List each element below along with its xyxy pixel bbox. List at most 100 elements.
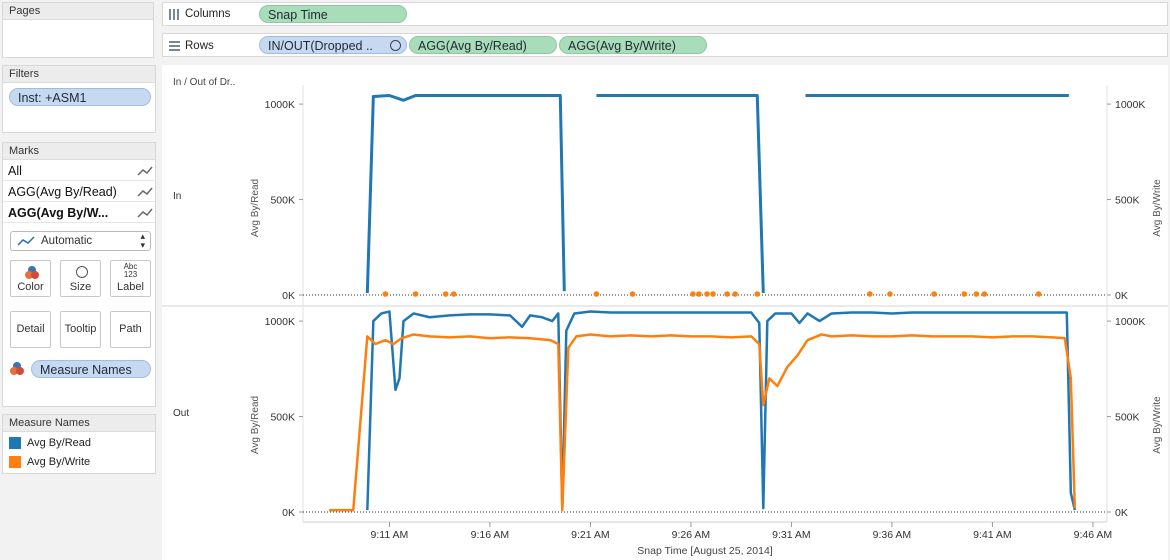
viz-canvas[interactable]: In / Out of Dr.. In Out Avg By/Read Avg … [162, 65, 1168, 560]
columns-pill-snap-time[interactable]: Snap Time [259, 5, 407, 23]
legend-item-avg-write[interactable]: Avg By/Write [9, 455, 90, 469]
path-button[interactable]: Path [110, 311, 151, 348]
data-point-avg-by-write [696, 291, 702, 297]
x-tick-label: 9:21 AM [571, 529, 610, 541]
data-point-avg-by-write [887, 291, 893, 297]
left-y-tick-label: 0K [282, 290, 295, 302]
x-tick-label: 9:46 AM [1074, 529, 1113, 541]
x-tick-label: 9:31 AM [772, 529, 811, 541]
left-y-tick-label: 0K [282, 507, 295, 519]
marks-row-avg-write[interactable]: AGG(Avg By/W... [3, 203, 157, 223]
data-point-avg-by-write [973, 291, 980, 297]
rows-shelf[interactable]: Rows IN/OUT(Dropped .. AGG(Avg By/Read) … [162, 33, 1168, 57]
legend-swatch-read [9, 437, 21, 450]
data-point-avg-by-write [931, 291, 937, 297]
data-point-avg-by-write [961, 291, 968, 297]
color-field-pill[interactable]: Measure Names [31, 360, 151, 378]
label-button-label: Label [117, 281, 144, 293]
label-button[interactable]: Abc 123 Label [110, 260, 151, 297]
data-point-avg-by-write [704, 291, 710, 297]
marks-panel[interactable]: Marks All AGG(Avg By/Read) AGG(Avg By/W.… [2, 142, 157, 407]
right-y-tick-label: 0K [1115, 507, 1128, 519]
data-point-avg-by-write [1035, 291, 1042, 297]
color-button[interactable]: Color [10, 260, 51, 297]
line-mark-icon [137, 208, 153, 218]
mark-type-value: Automatic [41, 235, 93, 247]
data-point-avg-by-write [732, 291, 738, 297]
pages-title: Pages [3, 3, 153, 20]
legend-swatch-write [9, 456, 21, 469]
dropdown-arrows-icon: ▴ ▾ [140, 231, 145, 250]
left-y-tick-label: 500K [270, 195, 295, 207]
line-mark-icon [137, 187, 153, 197]
marks-row-all[interactable]: All [3, 161, 157, 181]
right-axis-title-out: Avg By/Write [1152, 396, 1163, 454]
mark-type-dropdown[interactable]: Automatic ▴ ▾ [10, 231, 151, 251]
line-chart[interactable]: In / Out of Dr.. In Out Avg By/Read Avg … [162, 65, 1168, 560]
color-icon [25, 266, 39, 280]
legend-panel[interactable]: Measure Names Avg By/Read Avg By/Write [2, 414, 156, 474]
rows-pill-avg-read[interactable]: AGG(Avg By/Read) [409, 36, 557, 54]
line-mark-icon [137, 166, 153, 176]
left-y-tick-label: 1000K [265, 99, 295, 111]
size-button[interactable]: Size [60, 260, 101, 297]
rows-pill-avg-write[interactable]: AGG(Avg By/Write) [559, 36, 707, 54]
data-point-avg-by-write [442, 291, 449, 297]
data-point-avg-by-write [981, 291, 988, 297]
filters-panel[interactable]: Filters Inst: +ASM1 [2, 65, 156, 133]
row-header-title: In / Out of Dr.. [173, 77, 235, 88]
right-axis-title-in: Avg By/Write [1152, 179, 1163, 237]
data-point-avg-by-write [754, 291, 761, 297]
data-point-avg-by-write [450, 291, 457, 297]
series-line-avg-by-read [365, 94, 566, 294]
x-tick-label: 9:26 AM [672, 529, 711, 541]
set-icon [390, 40, 401, 51]
line-mark-icon [17, 236, 35, 246]
legend-label-write: Avg By/Write [27, 456, 91, 468]
color-field-icon [10, 362, 24, 376]
x-tick-label: 9:36 AM [873, 529, 912, 541]
columns-shelf[interactable]: Columns Snap Time [162, 2, 1168, 26]
rows-pill-in-out-label: IN/OUT(Dropped .. [268, 39, 373, 53]
detail-button-label: Detail [16, 323, 45, 335]
data-point-avg-by-write [629, 291, 636, 297]
left-y-tick-label: 500K [270, 412, 295, 424]
legend-item-avg-read[interactable]: Avg By/Read [9, 436, 91, 450]
abc-123-icon: Abc 123 [123, 262, 138, 279]
columns-label: Columns [185, 8, 231, 20]
path-button-label: Path [119, 323, 142, 335]
right-y-tick-label: 500K [1115, 195, 1140, 207]
right-y-tick-label: 0K [1115, 290, 1128, 302]
x-tick-label: 9:16 AM [471, 529, 510, 541]
rows-icon [169, 41, 180, 51]
detail-button[interactable]: Detail [10, 311, 51, 348]
rows-label: Rows [185, 40, 214, 52]
right-y-tick-label: 500K [1115, 412, 1140, 424]
x-tick-label: 9:11 AM [371, 529, 409, 541]
left-y-tick-label: 1000K [265, 316, 295, 328]
data-point-avg-by-write [710, 291, 716, 297]
series-line-avg-by-write [329, 333, 1077, 512]
pages-panel[interactable]: Pages [2, 2, 154, 58]
columns-icon [169, 9, 179, 20]
filter-pill-inst[interactable]: Inst: +ASM1 [9, 88, 151, 106]
tooltip-button-label: Tooltip [64, 323, 97, 335]
marks-row-avg-write-label: AGG(Avg By/W... [8, 206, 109, 220]
data-point-avg-by-write [724, 291, 730, 297]
series-line-avg-by-read [366, 310, 1077, 511]
x-axis-title: Snap Time [August 25, 2014] [637, 545, 773, 557]
marks-row-avg-read[interactable]: AGG(Avg By/Read) [3, 182, 157, 202]
size-icon [76, 266, 88, 278]
marks-row-avg-read-label: AGG(Avg By/Read) [8, 185, 117, 199]
legend-title: Measure Names [3, 415, 155, 432]
size-button-label: Size [69, 281, 92, 293]
data-point-avg-by-write [690, 291, 696, 297]
data-point-avg-by-write [382, 291, 389, 297]
right-y-tick-label: 1000K [1115, 316, 1145, 328]
left-axis-title-out: Avg By/Read [250, 396, 261, 454]
tooltip-button[interactable]: Tooltip [60, 311, 101, 348]
filters-title: Filters [3, 66, 155, 83]
left-axis-title-in: Avg By/Read [250, 179, 261, 237]
rows-pill-in-out[interactable]: IN/OUT(Dropped .. [259, 36, 407, 54]
series-line-avg-by-read [596, 94, 765, 294]
